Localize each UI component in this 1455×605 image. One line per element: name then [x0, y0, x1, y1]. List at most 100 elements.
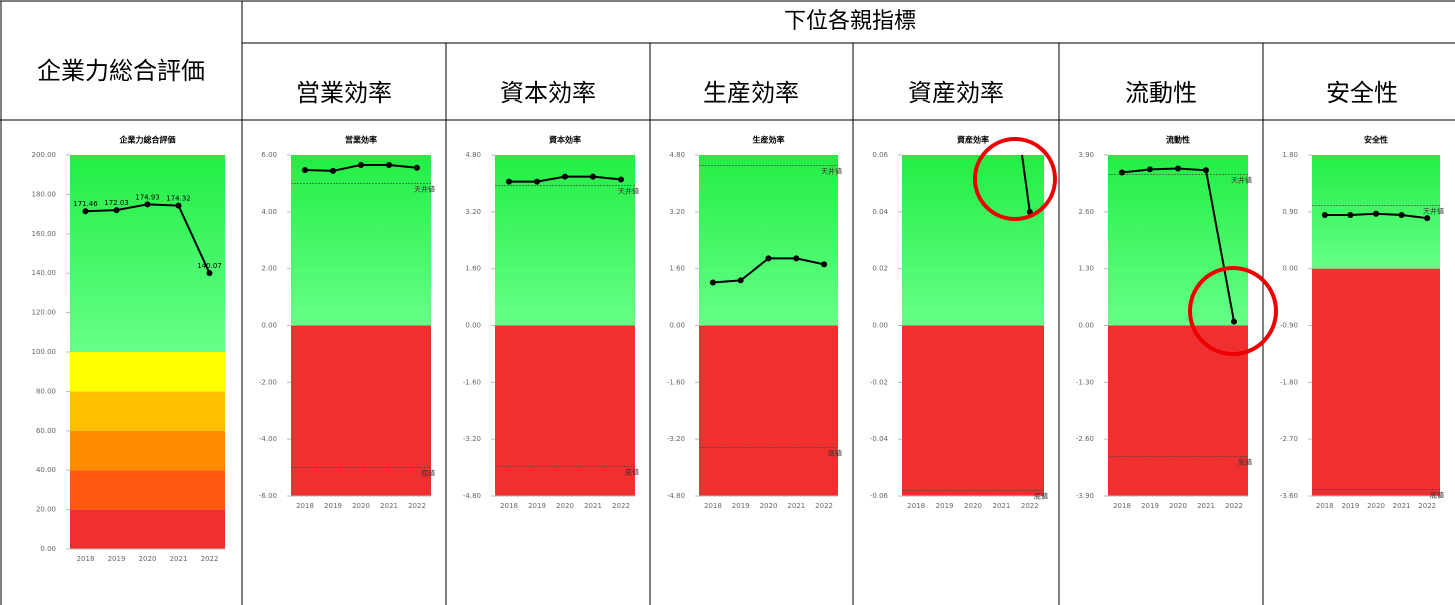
x-tick-label: 2018 [500, 502, 518, 510]
chart-title: 資本効率 [549, 135, 581, 145]
chart: 営業効率 -6.00 -4.00 -2.00 0.00 2.00 4.00 6.00 2018 2… [259, 135, 435, 511]
y-tick-label: 0.04 [872, 208, 888, 216]
x-tick-label: 2020 [964, 502, 982, 510]
ceiling-label: 天井値 [618, 187, 639, 196]
y-tick-label: 4.80 [669, 151, 685, 159]
y-tick-label: 0.00 [669, 322, 685, 330]
band [1108, 325, 1248, 496]
y-tick-label: -4.00 [259, 435, 277, 443]
y-tick-label: 120.00 [32, 309, 57, 317]
floor-label: 底値 [1430, 491, 1444, 500]
y-tick-label: -0.06 [870, 492, 889, 500]
x-tick-label: 2022 [1021, 502, 1039, 510]
y-tick-label: 0.00 [40, 545, 56, 553]
y-tick-label: 200.00 [32, 151, 57, 159]
y-tick-label: 0.00 [1282, 265, 1298, 273]
chart-title: 安全性 [1364, 135, 1388, 145]
band [70, 155, 225, 352]
x-tick-label: 2018 [77, 555, 95, 563]
data-point [506, 178, 512, 185]
data-point [590, 173, 596, 180]
header-cell: 営業効率 [296, 79, 392, 107]
x-tick-label: 2022 [1418, 502, 1436, 510]
data-point [1147, 166, 1153, 173]
band [699, 155, 838, 326]
y-tick-label: -3.20 [463, 435, 481, 443]
x-tick-label: 2021 [584, 502, 602, 510]
x-tick-label: 2019 [324, 502, 342, 510]
floor-label: 底値 [421, 469, 435, 478]
x-tick-label: 2021 [170, 555, 188, 563]
y-tick-label: 160.00 [32, 230, 57, 238]
data-point [1231, 318, 1237, 325]
band [495, 155, 635, 326]
data-point [1026, 208, 1033, 215]
band [291, 325, 431, 496]
data-label: 140.07 [197, 262, 222, 270]
ceiling-label: 天井値 [821, 167, 842, 176]
chart-title: 企業力総合評価 [119, 135, 176, 145]
x-tick-label: 2019 [936, 502, 954, 510]
y-tick-label: 3.20 [669, 208, 685, 216]
header-cell: 資本効率 [500, 79, 596, 107]
floor-label: 底値 [1034, 491, 1048, 500]
x-tick-label: 2018 [296, 502, 314, 510]
y-tick-label: 80.00 [36, 387, 56, 395]
data-point [765, 255, 772, 262]
x-tick-label: 2021 [787, 502, 805, 510]
x-tick-label: 2020 [139, 555, 157, 563]
x-tick-label: 2022 [815, 502, 833, 510]
band [495, 325, 635, 496]
y-tick-label: -3.20 [667, 435, 685, 443]
data-point [414, 164, 420, 171]
y-tick-label: 100.00 [32, 348, 57, 356]
y-tick-label: 2.00 [261, 265, 277, 273]
y-tick-label: 3.20 [465, 208, 481, 216]
y-tick-label: -3.90 [1076, 492, 1094, 500]
y-tick-label: 2.60 [1078, 208, 1094, 216]
data-label: 171.46 [73, 200, 98, 208]
highlight-circle [1188, 266, 1278, 356]
y-tick-label: 1.60 [669, 265, 685, 273]
x-tick-label: 2021 [380, 502, 398, 510]
ceiling-label: 天井値 [1423, 207, 1444, 216]
y-tick-label: -2.70 [1280, 435, 1298, 443]
y-tick-label: 1.30 [1078, 265, 1094, 273]
y-tick-label: -2.60 [1076, 435, 1094, 443]
x-tick-label: 2018 [1113, 502, 1131, 510]
y-tick-label: -1.30 [1076, 378, 1094, 386]
data-point [1424, 215, 1431, 222]
y-tick-label: 0.00 [872, 322, 888, 330]
y-tick-label: 0.06 [872, 151, 888, 159]
data-point [82, 208, 89, 215]
y-tick-label: 0.00 [1078, 322, 1094, 330]
chart: 資本効率 -4.80 -3.20 -1.60 0.00 1.60 3.20 4.80 2018 2… [463, 135, 639, 511]
band [902, 155, 1044, 326]
x-tick-label: 2021 [1393, 502, 1411, 510]
data-label: 174.93 [135, 193, 160, 201]
data-point [821, 261, 828, 268]
band [70, 352, 225, 392]
y-tick-label: -0.04 [870, 435, 889, 443]
chart-title: 生産効率 [753, 135, 785, 145]
floor-label: 底値 [1238, 458, 1252, 467]
x-tick-label: 2020 [1367, 502, 1385, 510]
y-tick-label: 0.90 [1282, 208, 1298, 216]
y-tick-label: -4.80 [463, 492, 481, 500]
data-line [1021, 155, 1031, 212]
y-tick-label: 1.60 [465, 265, 481, 273]
band [1108, 155, 1248, 326]
highlight-circle [973, 137, 1057, 221]
band [70, 509, 225, 549]
charts: 企業力総合評価 0.00 20.00 40.00 60.00 80.00 100.00 120… [32, 135, 1445, 564]
x-tick-label: 2021 [992, 502, 1010, 510]
data-point [618, 176, 624, 183]
x-tick-label: 2019 [1141, 502, 1159, 510]
ceiling-label: 天井値 [414, 184, 435, 193]
x-tick-label: 2022 [201, 555, 219, 563]
y-tick-label: 20.00 [36, 506, 56, 514]
x-tick-label: 2018 [1316, 502, 1334, 510]
y-tick-label: -1.80 [1280, 378, 1298, 386]
x-tick-label: 2020 [760, 502, 778, 510]
